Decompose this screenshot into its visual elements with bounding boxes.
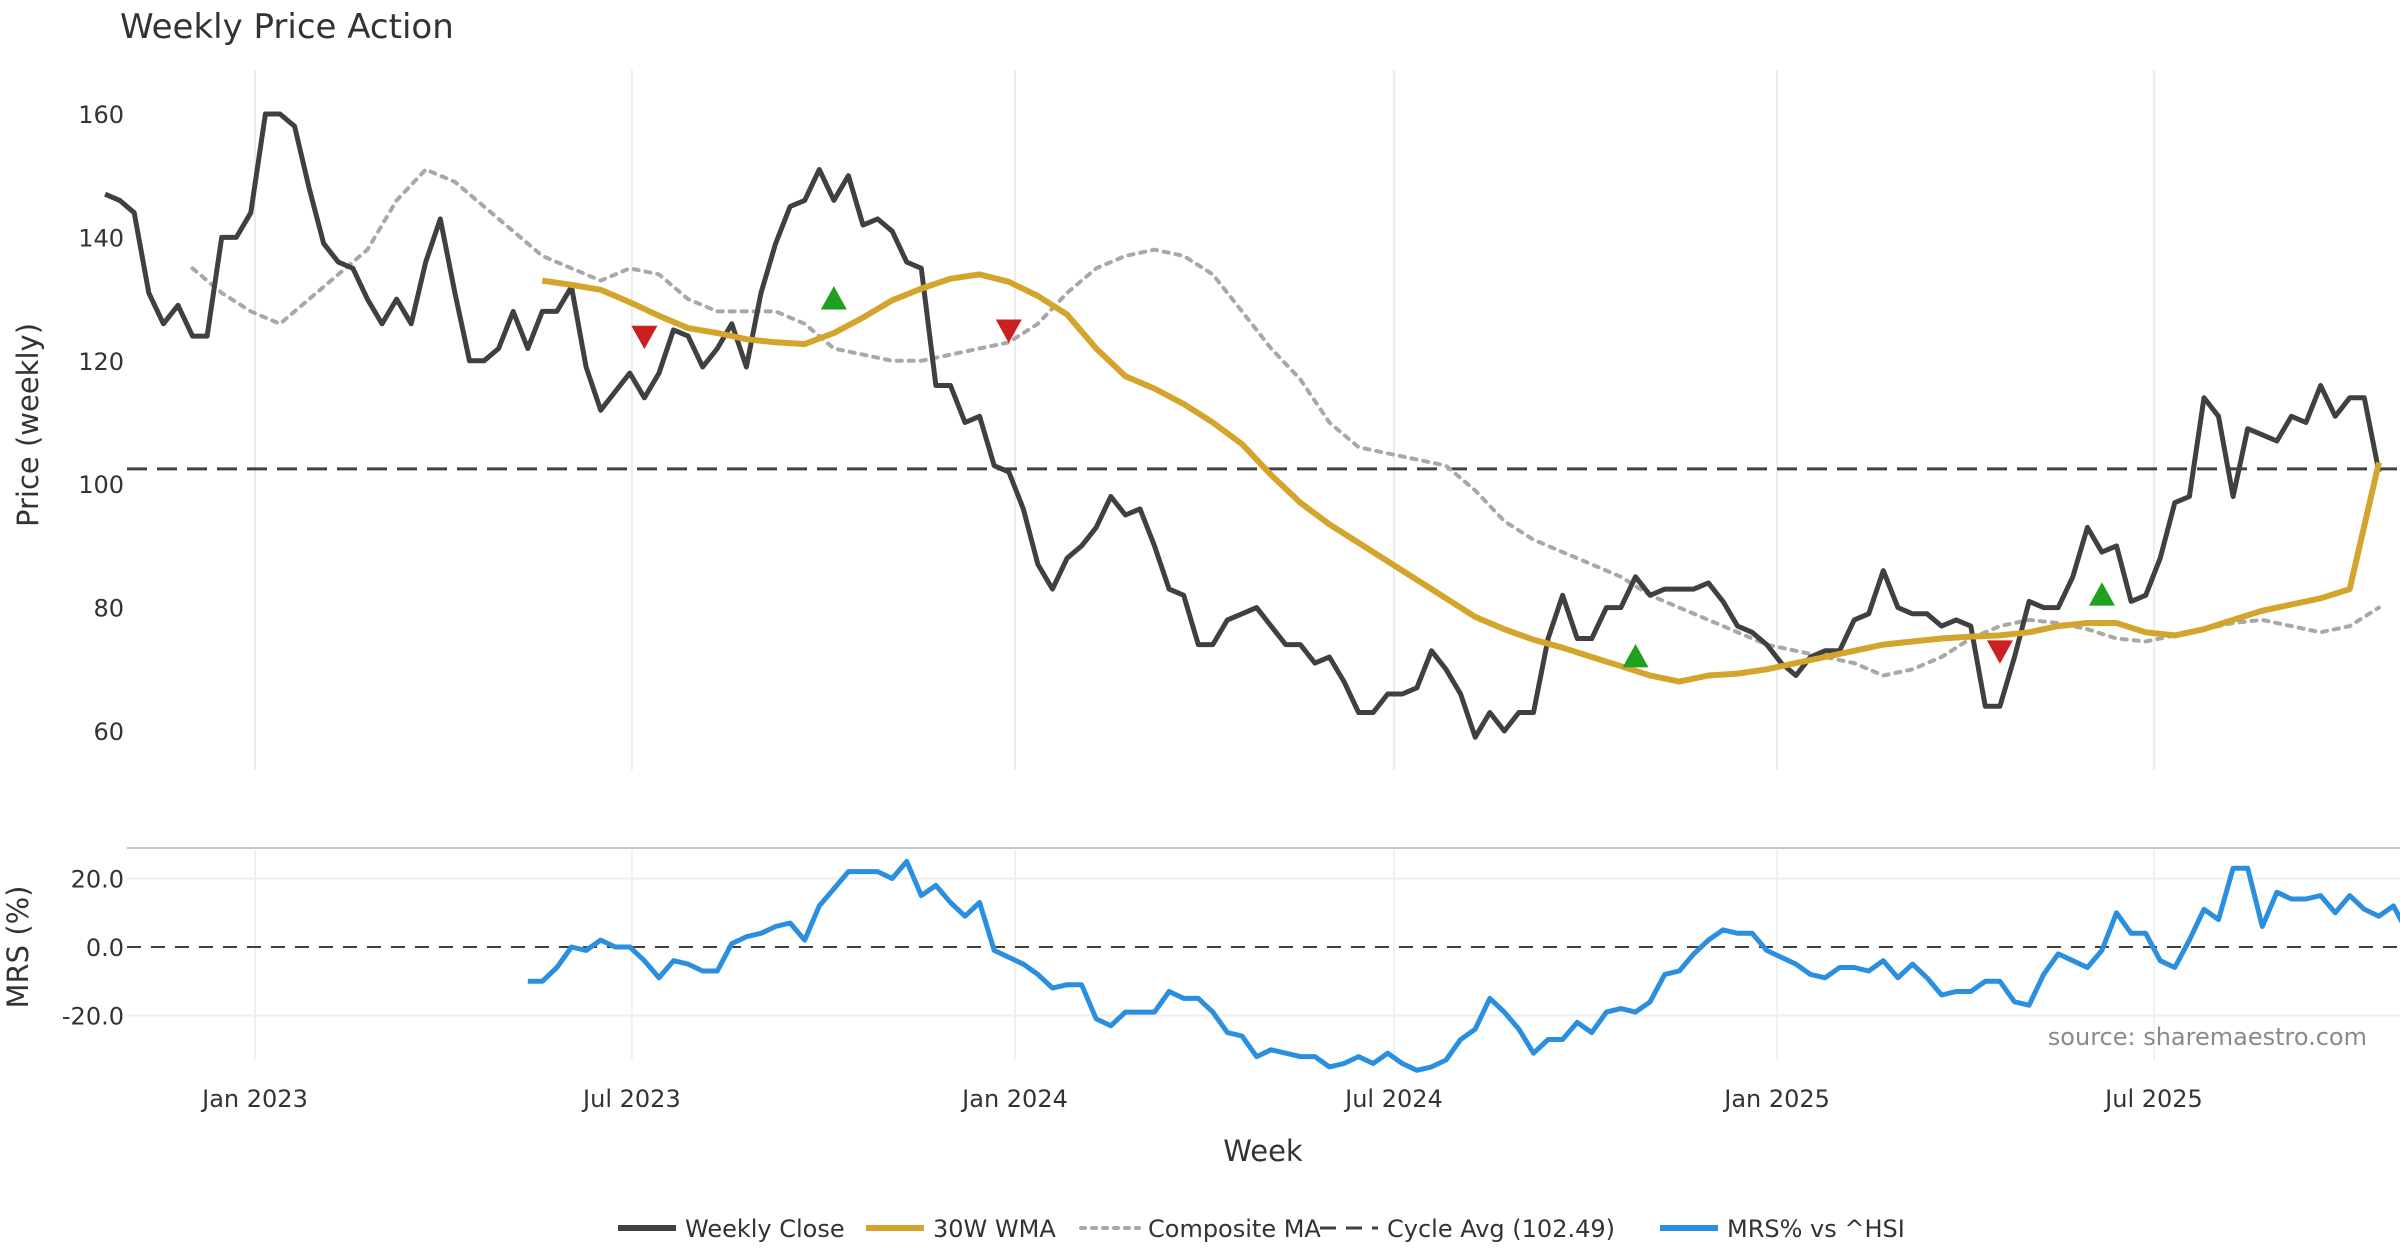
x-tick-label: Jul 2023 — [581, 1085, 681, 1113]
x-tick-label: Jan 2024 — [960, 1085, 1068, 1113]
legend-item: Cycle Avg (102.49) — [1320, 1215, 1615, 1243]
legend-label: Weekly Close — [685, 1215, 845, 1243]
sell-signal-marker — [1986, 640, 2013, 664]
mrs-gridlines — [127, 850, 2400, 1060]
buy-signal-marker — [2088, 582, 2115, 606]
price-y-tick-label: 140 — [78, 224, 124, 252]
legend-item: Weekly Close — [618, 1215, 845, 1243]
legend-label: MRS% vs ^HSI — [1727, 1215, 1905, 1243]
legend-label: 30W WMA — [933, 1215, 1056, 1243]
mrs-y-axis-label: MRS (%) — [1, 886, 35, 1009]
legend-item: MRS% vs ^HSI — [1660, 1215, 1905, 1243]
series-line-weekly-close — [104, 111, 2382, 740]
legend-label: Cycle Avg (102.49) — [1387, 1215, 1615, 1243]
x-tick-label: Jul 2025 — [2103, 1085, 2203, 1113]
price-y-tick-label: 80 — [93, 595, 124, 623]
price-y-axis-label: Price (weekly) — [11, 323, 45, 527]
x-tick-label: Jan 2025 — [1722, 1085, 1830, 1113]
series-line-composite-ma — [190, 167, 2381, 678]
price-y-tick-label: 100 — [78, 471, 124, 499]
price-y-tick-label: 160 — [78, 101, 124, 129]
legend-item: 30W WMA — [866, 1215, 1056, 1243]
legend: Weekly Close 30W WMA Composite MA Cycle Avg… — [618, 1215, 1905, 1243]
x-tick-label: Jan 2023 — [200, 1085, 308, 1113]
mrs-series — [527, 858, 2400, 1073]
price-y-tick-label: 60 — [93, 718, 124, 746]
buy-signal-marker — [1622, 643, 1649, 668]
legend-item: Composite MA — [1079, 1215, 1321, 1243]
signal-markers — [631, 286, 2115, 668]
x-axis-label: Week — [1223, 1134, 1303, 1168]
legend-label: Composite MA — [1148, 1215, 1321, 1243]
source-credit: source: sharemaestro.com — [2048, 1023, 2367, 1051]
mrs-y-ticks: -20.0 0.0 20.0 — [62, 866, 124, 1031]
mrs-y-tick-label: 0.0 — [86, 934, 124, 962]
price-panel: 60 80 100 120 140 160 Price (weekly) — [11, 70, 2400, 770]
price-y-tick-label: 120 — [78, 348, 124, 376]
mrs-y-tick-label: -20.0 — [62, 1003, 124, 1031]
mrs-panel: -20.0 0.0 20.0 MRS (%) source: sharemaestr… — [1, 847, 2400, 1073]
x-axis-ticks: Jan 2023 Jul 2023 Jan 2024 Jul 2024 Jan 2025… — [200, 1085, 2203, 1113]
price-y-ticks: 60 80 100 120 140 160 — [78, 101, 124, 746]
price-gridlines — [254, 70, 2155, 770]
buy-signal-marker — [820, 286, 847, 310]
mrs-y-tick-label: 20.0 — [71, 866, 124, 894]
series-line-mrs — [527, 858, 2400, 1073]
series-line-30w-wma — [541, 271, 2382, 685]
price-series — [104, 111, 2382, 740]
sell-signal-marker — [995, 319, 1022, 343]
sell-signal-marker — [631, 325, 658, 350]
chart-title: Weekly Price Action — [120, 7, 454, 47]
x-tick-label: Jul 2024 — [1343, 1085, 1443, 1113]
